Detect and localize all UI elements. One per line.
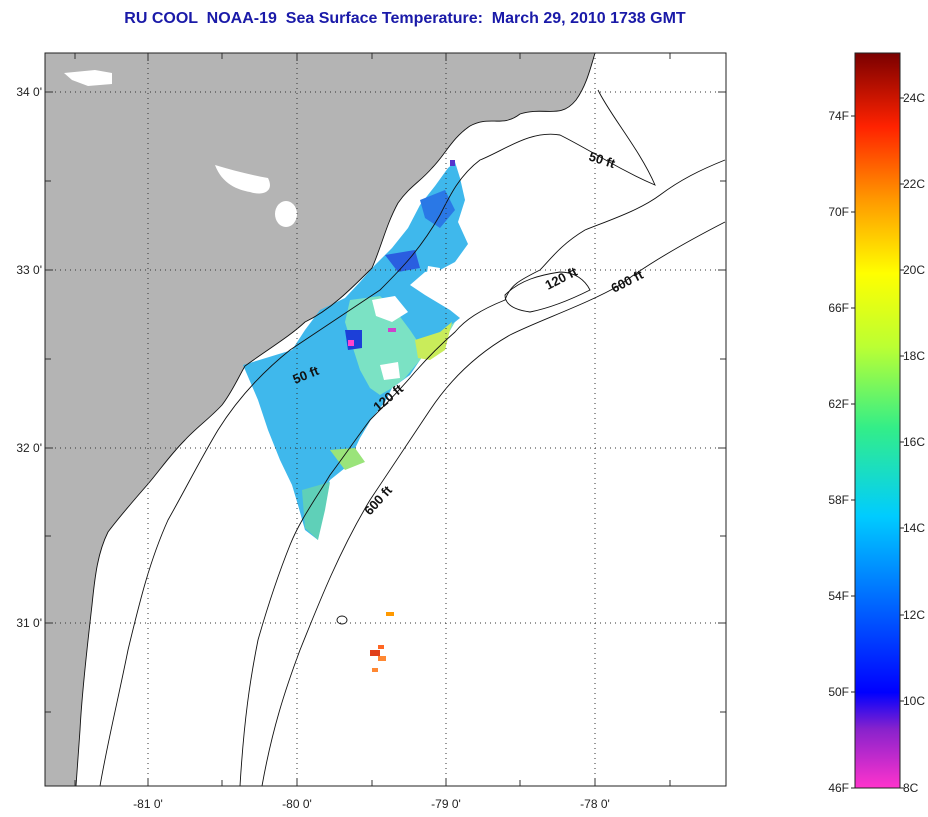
land-area — [45, 53, 595, 786]
colorbar-c-label: 14C — [903, 521, 925, 535]
colorbar-c-label: 8C — [903, 781, 919, 795]
lake-shape — [64, 70, 112, 86]
colorbar-c-label: 20C — [903, 263, 925, 277]
cool-patch — [385, 250, 420, 272]
lat-tick-label: 34 0' — [16, 85, 42, 99]
colorbar-f-label: 58F — [828, 493, 849, 507]
lon-tick-label: -79 0' — [431, 797, 461, 811]
temperature-colorbar — [854, 52, 901, 789]
lake-shape — [275, 201, 297, 227]
cloud-mask — [380, 362, 400, 380]
lat-tick-label: 33 0' — [16, 263, 42, 277]
contour-loop — [504, 271, 591, 313]
colorbar-c-label: 10C — [903, 694, 925, 708]
frame-ticks — [45, 53, 726, 786]
lon-tick-label: -81 0' — [133, 797, 163, 811]
lat-tick-label: 31 0' — [16, 616, 42, 630]
contour-120ft-line — [239, 159, 726, 786]
contour-600ft-line — [261, 221, 726, 786]
lake-shape — [215, 165, 270, 194]
warm-patch — [415, 322, 452, 360]
cloud-mask — [426, 266, 440, 282]
lon-tick-label: -80 0' — [282, 797, 312, 811]
colorbar-f-label: 54F — [828, 589, 849, 603]
hot-pixel — [348, 340, 354, 346]
colorbar-c-label: 12C — [903, 608, 925, 622]
map-frame — [44, 52, 727, 787]
grid — [45, 53, 726, 786]
hot-pixel — [388, 328, 396, 332]
colorbar-f-label: 50F — [828, 685, 849, 699]
lon-tick-label: -78 0' — [580, 797, 610, 811]
contour-loop — [336, 615, 348, 625]
colorbar-c-label: 16C — [903, 435, 925, 449]
colorbar-f-label: 70F — [828, 205, 849, 219]
warm-patch — [345, 296, 460, 395]
offshore-warm-pixels — [378, 656, 386, 661]
offshore-warm-pixels — [378, 645, 384, 649]
cloud-mask — [372, 296, 408, 322]
colorbar-ticks — [851, 97, 904, 789]
colorbar-c-label: 24C — [903, 91, 925, 105]
warm-patch — [302, 482, 330, 540]
lat-tick-label: 32 0' — [16, 441, 42, 455]
colorbar-f-label: 66F — [828, 301, 849, 315]
offshore-warm-pixels — [372, 668, 378, 672]
colorbar-c-label: 18C — [903, 349, 925, 363]
hot-pixel — [450, 160, 455, 166]
colorbar-c-label: 22C — [903, 177, 925, 191]
colorbar-f-label: 74F — [828, 109, 849, 123]
colorbar-f-label: 62F — [828, 397, 849, 411]
warm-patch — [330, 448, 365, 470]
coastline — [75, 53, 596, 786]
offshore-warm-pixels — [370, 650, 380, 656]
colorbar-f-label: 46F — [828, 781, 849, 795]
offshore-warm-pixels — [386, 612, 394, 616]
map-title: RU COOL NOAA-19 Sea Surface Temperature:… — [124, 10, 686, 27]
contour-50ft-line — [99, 89, 656, 786]
